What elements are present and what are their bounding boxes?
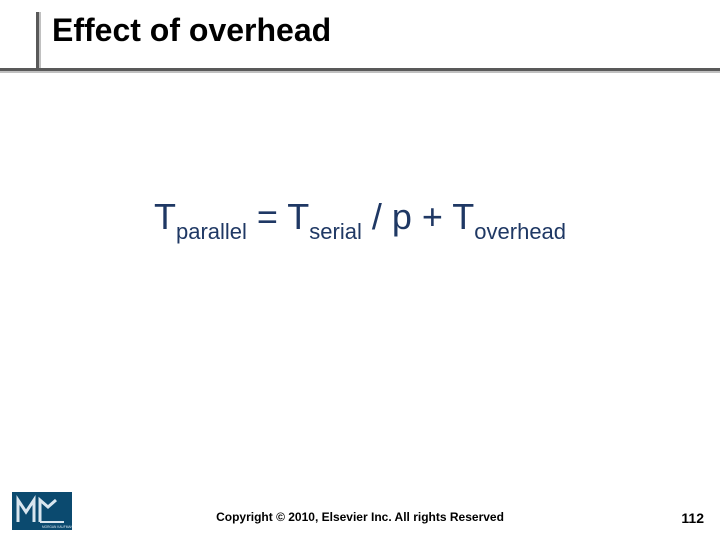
title-region: Effect of overhead: [0, 12, 720, 72]
slide-title: Effect of overhead: [52, 12, 331, 49]
formula-T3: T: [452, 196, 474, 237]
formula-T1: T: [154, 196, 176, 237]
formula-sub-parallel: parallel: [176, 219, 247, 244]
svg-text:MORGAN KAUFMANN: MORGAN KAUFMANN: [42, 525, 72, 529]
formula: Tparallel = Tserial / p + Toverhead: [0, 196, 720, 243]
formula-T2: T: [287, 196, 309, 237]
formula-divp: / p +: [362, 196, 452, 237]
slide: Effect of overhead Tparallel = Tserial /…: [0, 0, 720, 540]
copyright-text: Copyright © 2010, Elsevier Inc. All righ…: [0, 510, 720, 524]
formula-eq: =: [247, 196, 287, 237]
formula-sub-serial: serial: [309, 219, 362, 244]
page-number: 112: [681, 510, 704, 526]
title-rule-vertical-light: [39, 12, 41, 68]
formula-sub-overhead: overhead: [474, 219, 566, 244]
title-rule-light: [0, 71, 720, 73]
